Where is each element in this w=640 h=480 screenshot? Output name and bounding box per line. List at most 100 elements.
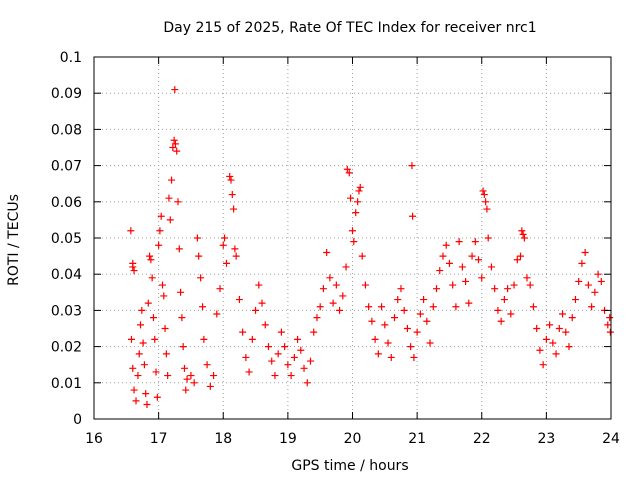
data-point xyxy=(403,325,411,332)
data-point xyxy=(255,281,263,289)
data-point xyxy=(228,191,236,199)
data-point xyxy=(394,296,402,304)
data-point xyxy=(130,386,138,394)
data-point xyxy=(374,350,382,358)
data-point xyxy=(297,346,305,354)
data-point xyxy=(179,343,187,351)
data-point xyxy=(458,263,466,271)
data-point xyxy=(161,325,169,332)
data-point xyxy=(591,288,599,296)
data-point xyxy=(407,343,415,351)
data-point xyxy=(519,230,527,238)
data-point xyxy=(319,285,327,293)
data-point xyxy=(339,292,347,300)
data-point xyxy=(195,252,203,260)
data-point xyxy=(130,267,138,275)
data-point xyxy=(239,328,247,336)
data-point xyxy=(162,350,170,358)
x-tick-label: 18 xyxy=(214,431,232,447)
data-point xyxy=(221,234,229,242)
data-point xyxy=(518,227,526,235)
data-point xyxy=(436,267,444,275)
x-tick-label: 20 xyxy=(344,431,362,447)
data-point xyxy=(400,306,408,314)
data-point xyxy=(588,303,596,311)
data-point xyxy=(468,252,476,260)
data-point xyxy=(183,375,191,383)
data-point xyxy=(323,248,331,256)
data-point xyxy=(552,350,560,358)
data-point xyxy=(182,386,190,394)
data-point xyxy=(170,136,178,144)
data-point xyxy=(168,176,176,184)
y-tick-label: 0.02 xyxy=(51,340,82,356)
data-point xyxy=(356,183,364,191)
tick-layer: 16 17 18 19 20 21 22 23 24 0 0.01 0.02 0.03 0.04 0.05 0… xyxy=(51,50,620,447)
data-point xyxy=(445,259,453,267)
data-point xyxy=(487,263,495,271)
data-point xyxy=(354,198,362,206)
data-point xyxy=(329,299,337,307)
data-point xyxy=(132,397,140,405)
data-point xyxy=(562,328,570,336)
data-point xyxy=(303,379,311,387)
data-point xyxy=(387,353,395,361)
data-point xyxy=(361,281,369,289)
data-point xyxy=(483,205,491,213)
data-point xyxy=(284,361,292,369)
data-point xyxy=(139,339,147,347)
data-point xyxy=(575,277,583,285)
data-point xyxy=(391,314,399,322)
grid-layer xyxy=(94,57,611,419)
data-point xyxy=(355,187,363,195)
y-tick-label: 0.04 xyxy=(51,267,82,283)
data-point xyxy=(513,256,521,264)
x-tick-label: 23 xyxy=(537,431,555,447)
data-point xyxy=(559,310,567,318)
data-point xyxy=(137,321,145,329)
data-point xyxy=(479,187,487,195)
data-point xyxy=(165,194,173,202)
data-point xyxy=(409,212,417,220)
data-point xyxy=(507,310,515,318)
data-point xyxy=(300,364,308,372)
x-tick-label: 17 xyxy=(150,431,168,447)
data-point xyxy=(142,390,150,398)
data-point xyxy=(129,364,137,372)
data-point xyxy=(478,274,486,282)
data-point xyxy=(287,372,295,380)
data-point xyxy=(157,212,165,220)
data-point xyxy=(277,328,285,336)
data-point xyxy=(484,234,492,242)
data-point xyxy=(261,321,269,329)
data-point xyxy=(378,303,386,311)
data-point xyxy=(520,234,528,242)
data-point xyxy=(147,256,155,264)
data-point xyxy=(371,335,379,343)
data-point xyxy=(500,296,508,304)
data-point xyxy=(127,335,135,343)
data-point xyxy=(274,350,282,358)
data-point xyxy=(462,277,470,285)
data-point xyxy=(536,346,544,354)
data-point xyxy=(153,393,161,401)
data-point xyxy=(604,321,612,329)
x-tick-label: 19 xyxy=(279,431,297,447)
data-point xyxy=(494,306,502,314)
data-point xyxy=(523,274,531,282)
data-point xyxy=(219,241,227,249)
data-point xyxy=(151,335,159,343)
data-point xyxy=(332,281,340,289)
data-point xyxy=(180,364,188,372)
data-point xyxy=(187,372,195,380)
data-point xyxy=(171,86,179,94)
data-point xyxy=(169,144,177,151)
data-point xyxy=(252,306,260,314)
data-point xyxy=(358,252,366,260)
data-point xyxy=(584,281,592,289)
data-point xyxy=(230,205,238,213)
data-point xyxy=(347,194,355,202)
data-point xyxy=(471,238,479,246)
data-point xyxy=(248,335,256,343)
y-axis-label: ROTI / TECUs xyxy=(6,194,22,286)
